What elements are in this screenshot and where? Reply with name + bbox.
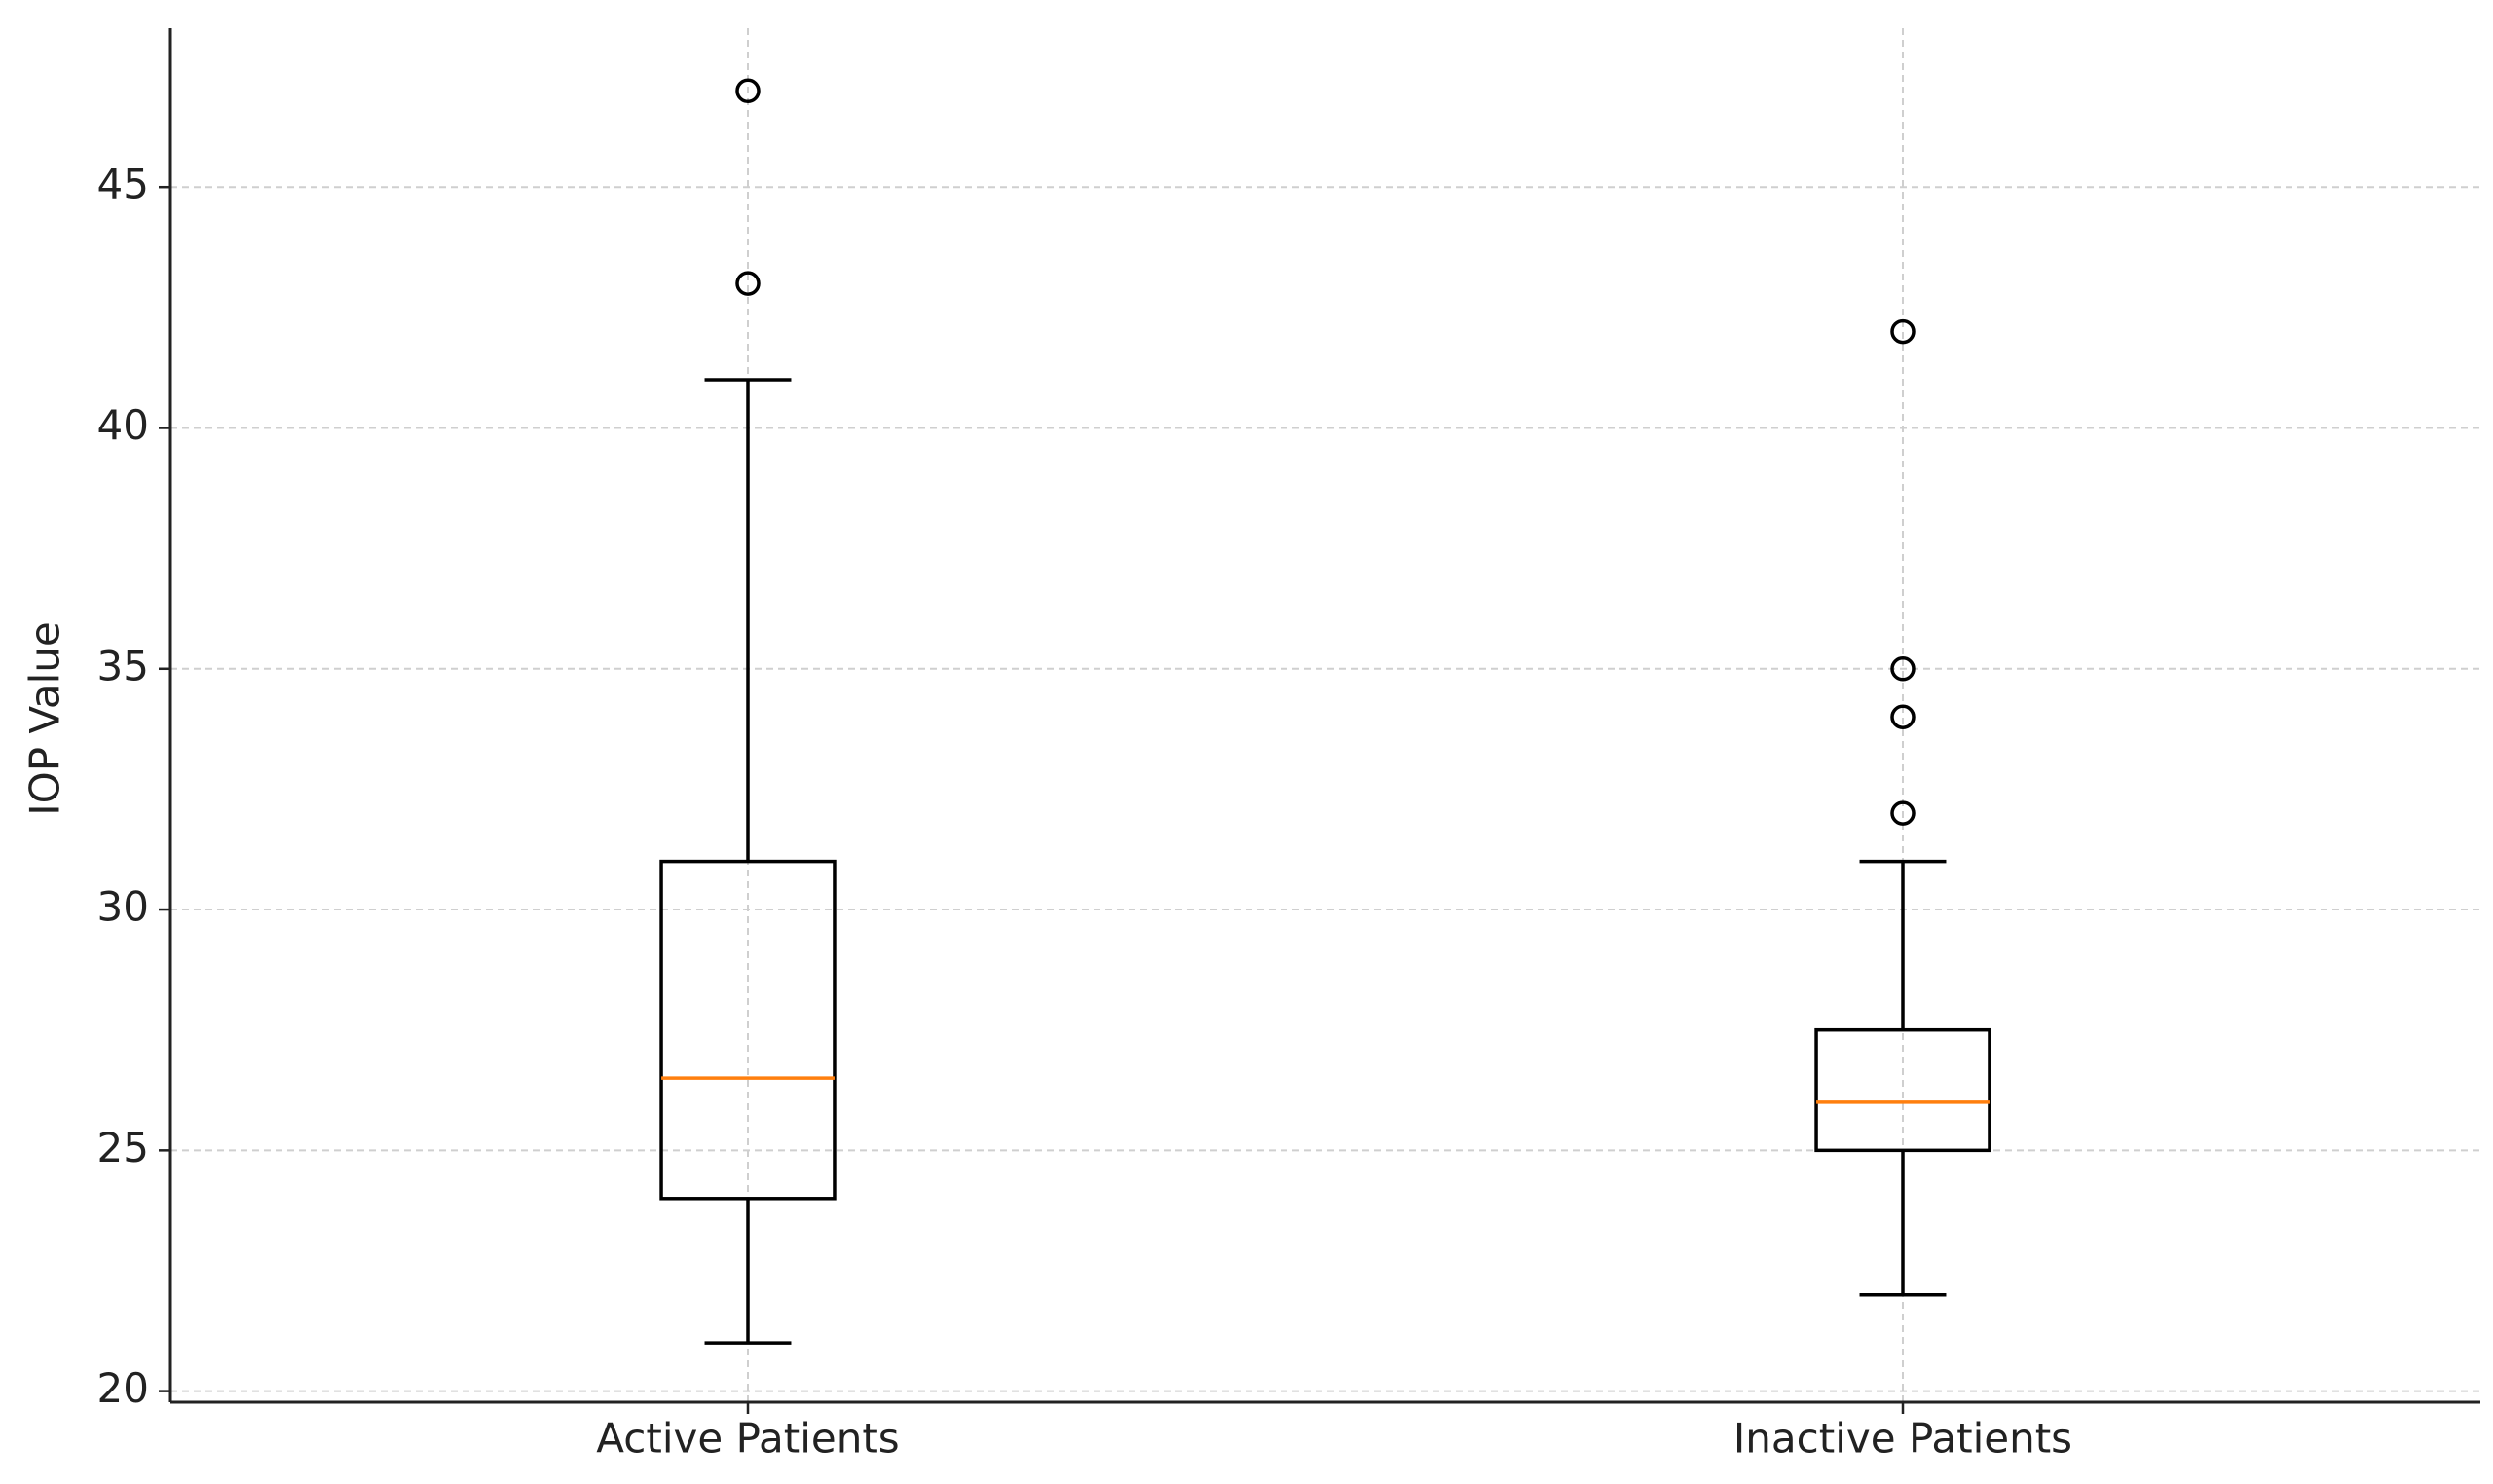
y-tick-label: 30: [97, 883, 149, 931]
outlier: [1890, 656, 1916, 682]
outlier: [735, 78, 761, 104]
outlier: [735, 271, 761, 296]
x-tick-label: Inactive Patients: [1733, 1415, 2072, 1463]
outlier: [1890, 800, 1916, 826]
box: [1814, 1027, 1991, 1153]
outlier: [1890, 318, 1916, 345]
y-tick-label: 45: [97, 161, 149, 208]
y-tick-label: 20: [97, 1364, 149, 1412]
y-tick-label: 40: [97, 401, 149, 449]
box: [659, 859, 837, 1201]
x-tick-label: Active Patients: [596, 1415, 899, 1463]
y-axis-label: IOP Value: [21, 621, 69, 815]
y-tick-label: 25: [97, 1124, 149, 1171]
outlier: [1890, 704, 1916, 729]
y-tick-label: 35: [97, 642, 149, 689]
